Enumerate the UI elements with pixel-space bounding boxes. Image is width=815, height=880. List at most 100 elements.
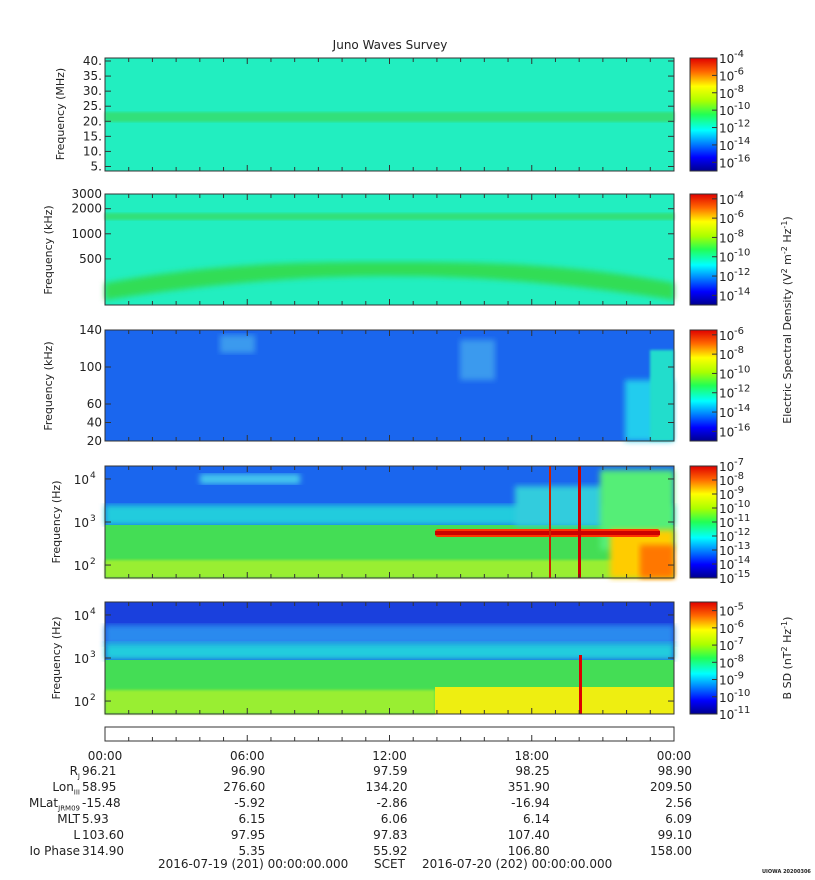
colorbar-tick-label: 10: [719, 156, 734, 170]
x-tick-label: 00:00: [88, 749, 123, 763]
colorbar-tick-exponent: -14: [734, 403, 750, 414]
colorbar-tick-label: 10: [719, 502, 734, 516]
colorbar-4: [689, 465, 718, 579]
colorbar-tick-exponent: -10: [734, 499, 750, 510]
x-tick-label: 12:00: [372, 749, 407, 763]
colorbar-tick-label: 10: [719, 69, 734, 83]
panel-hfr-high: 40.35.30.25.20.15.10.5. Frequency (MHz): [54, 54, 675, 173]
colorbar-tick-label: 10: [719, 231, 734, 245]
colorbar-tick-label: 10: [719, 367, 734, 381]
y-tick-label: 15.: [83, 129, 102, 143]
ephemeris-value: 6.14: [523, 812, 550, 826]
y-tick-label: 10: [74, 695, 89, 709]
ephemeris-value: 314.90: [82, 844, 124, 858]
ephemeris-value: 6.09: [665, 812, 692, 826]
ephemeris-value: 103.60: [82, 828, 124, 842]
y-tick-exponent: 4: [90, 607, 96, 617]
panel1-y-ticks: 40.35.30.25.20.15.10.5.: [83, 54, 675, 173]
ephemeris-label: MLT: [57, 812, 80, 826]
colorbar-1: [689, 57, 718, 172]
colorbar-tick-label: 10: [719, 193, 734, 207]
colorbar-tick-exponent: -6: [734, 326, 744, 337]
panel4-spike-a: [549, 466, 551, 578]
panel3-patch-left: [220, 335, 255, 353]
y-tick-label: 20: [87, 434, 102, 448]
y-tick-label: 10.: [83, 144, 102, 158]
panel2-background: [105, 194, 674, 305]
panel2-ylabel: Frequency (kHz): [42, 205, 55, 294]
ephemeris-value: 134.20: [365, 780, 408, 794]
ephemeris-value: 209.50: [650, 780, 692, 794]
ephemeris-value: 97.59: [373, 764, 408, 778]
colorbar-tick-exponent: -10: [734, 688, 750, 699]
y-tick-exponent: 2: [90, 557, 96, 567]
colorbar-tick-exponent: -14: [734, 555, 750, 566]
colorbar-tick-exponent: -11: [734, 705, 750, 716]
y-tick-label: 10: [74, 473, 89, 487]
x-axis-ticks: 00:00 06:00 12:00 18:00 00:00: [88, 735, 692, 763]
footer-scet: SCET: [374, 857, 406, 871]
panel3-ylabel: Frequency (kHz): [42, 341, 55, 430]
y-tick-label: 10: [74, 516, 89, 530]
panel5-spike: [579, 655, 582, 714]
colorbar-tick-exponent: -6: [734, 66, 744, 77]
colorbar-tick-exponent: -8: [734, 228, 744, 239]
colorbar-2: [689, 193, 718, 306]
colorbar-tick-exponent: -11: [734, 513, 750, 524]
panel5-yellowgreen: [105, 690, 435, 714]
ephemeris-value: -16.94: [511, 796, 550, 810]
colorbar-tick-label: 10: [719, 87, 734, 101]
ephemeris-value: 5.93: [82, 812, 109, 826]
colorbar-tick-label: 10: [719, 460, 734, 474]
panel2-lower-arc: [105, 262, 674, 300]
ephemeris-value: 158.00: [650, 844, 692, 858]
colorbar-tick-label: 10: [719, 488, 734, 502]
panel4-tone-core: [435, 531, 660, 535]
colorbar-tick-label: 10: [719, 691, 734, 705]
ephemeris-label: LonIII: [52, 780, 80, 797]
colorbar-tick-label: 10: [719, 622, 734, 636]
panel4-spike-b: [578, 466, 581, 578]
colorbar-tick-label: 10: [719, 605, 734, 619]
magnetic-colorbar-label: B SD (nT2 Hz-1): [780, 617, 794, 700]
ephemeris-value: 107.40: [507, 828, 550, 842]
y-tick-label: 20.: [83, 114, 102, 128]
colorbar-tick-label: 10: [719, 122, 734, 136]
y-tick-label: 40: [87, 416, 102, 430]
panel5-blue: [105, 625, 674, 645]
electric-colorbar-label: Electric Spectral Density (V2 m-2 Hz-1): [780, 216, 794, 423]
ephemeris-value: 96.90: [230, 764, 266, 778]
colorbar-tick-exponent: -8: [734, 471, 744, 482]
chart-title: Juno Waves Survey: [332, 38, 448, 52]
footer-stamp: UIOWA 20200306: [762, 869, 811, 875]
colorbar-tick-exponent: -7: [734, 636, 744, 647]
x-tick-label: 00:00: [657, 749, 692, 763]
colorbar-tick-exponent: -14: [734, 286, 750, 297]
colorbar-tick-label: 10: [719, 530, 734, 544]
y-tick-exponent: 2: [90, 693, 96, 703]
ephemeris-label: RJ: [69, 764, 80, 781]
colorbar-tick-exponent: -16: [734, 153, 750, 164]
colorbar-tick-label: 10: [719, 544, 734, 558]
y-tick-label: 10: [74, 559, 89, 573]
panel3-y-ticks: 140 100 60 40 20: [79, 323, 675, 448]
ephemeris-value: 58.95: [82, 780, 117, 794]
y-tick-exponent: 3: [90, 650, 96, 660]
colorbar-tick-exponent: -8: [734, 653, 744, 664]
colorbar-tick-label: 10: [719, 212, 734, 226]
ephemeris-value: 97.83: [373, 828, 408, 842]
colorbar-5: [689, 601, 718, 715]
ephemeris-value: 96.21: [82, 764, 117, 778]
colorbar-tick-label: 10: [719, 329, 734, 343]
y-tick-label: 30.: [83, 84, 102, 98]
ephemeris-label: L: [73, 828, 80, 842]
ephemeris-value: 351.90: [507, 780, 550, 794]
panel3-background: [105, 330, 674, 441]
ephemeris-value: -2.86: [376, 796, 408, 810]
ephemeris-value: 55.92: [373, 844, 408, 858]
colorbar-tick-exponent: -9: [734, 671, 744, 682]
colorbar-tick-label: 10: [719, 674, 734, 688]
colorbar-tick-exponent: -12: [734, 119, 750, 130]
